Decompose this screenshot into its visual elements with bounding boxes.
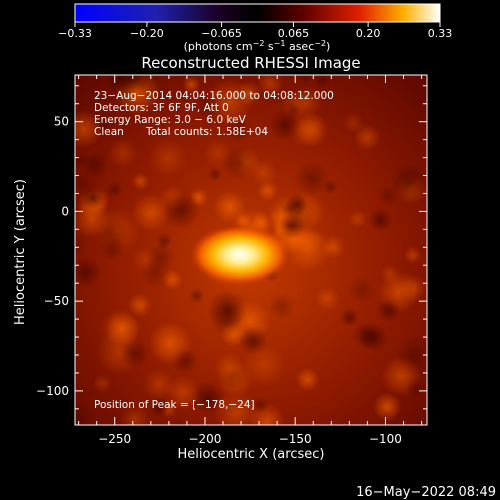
texture-dark <box>105 75 139 97</box>
texture-bright <box>348 209 367 229</box>
texture-bright <box>353 123 381 151</box>
texture-dark <box>195 92 223 121</box>
texture-dark <box>395 335 427 374</box>
texture-dark <box>220 364 247 391</box>
texture-dark <box>162 191 200 229</box>
colorbar-tick-label: −0.20 <box>130 27 164 40</box>
colorbar <box>74 3 441 23</box>
texture-bright <box>119 404 151 425</box>
texture-bright <box>182 75 201 94</box>
texture-dark <box>339 307 360 328</box>
texture-dark <box>75 402 92 425</box>
energy-range-text: Energy Range: 3.0 − 6.0 keV <box>94 114 247 126</box>
texture-bright <box>132 172 150 190</box>
total-counts-text: Total counts: 1.58E+04 <box>145 126 268 138</box>
footer-timestamp: 16−May−2022 08:49 <box>356 485 496 500</box>
texture-dark <box>191 381 225 415</box>
texture-dark <box>224 116 252 144</box>
texture-dark <box>156 232 173 250</box>
texture-dark <box>405 377 426 398</box>
texture-bright <box>107 138 139 169</box>
y-tick-label: −100 <box>36 384 69 398</box>
texture-dark <box>75 232 89 259</box>
chart-title: Reconstructed RHESSI Image <box>141 54 360 72</box>
texture-bright <box>128 293 152 317</box>
texture-dark <box>377 185 398 206</box>
colorbar-ticks: −0.33 −0.20 −0.065 0.065 0.20 0.33 <box>58 22 452 40</box>
texture-dark <box>376 298 401 322</box>
texture-bright <box>250 159 278 187</box>
texture-dark <box>314 75 332 89</box>
texture-bright <box>315 286 340 312</box>
x-tick-label: −250 <box>98 432 131 446</box>
texture-bright <box>321 235 345 259</box>
texture-dark <box>171 417 186 425</box>
method-text: Clean <box>94 126 124 138</box>
texture-dark <box>188 287 205 304</box>
colorbar-tick-label: −0.065 <box>201 27 242 40</box>
texture-bright <box>104 310 140 346</box>
colorbar-tick-label: −0.33 <box>58 27 92 40</box>
y-axis-label: Heliocentric Y (arcsec) <box>13 179 28 325</box>
texture-dark <box>268 109 301 142</box>
heatmap-image <box>75 75 427 425</box>
texture-bright <box>75 109 103 149</box>
texture-bright <box>295 367 320 392</box>
texture-dark <box>208 303 243 338</box>
peak-position-text: Position of Peak = [−178,−24] <box>94 399 255 411</box>
axis-ticks: −250 −200 −150 −100 50 0 −50 −100 <box>36 75 427 446</box>
x-tick-label: −150 <box>279 432 312 446</box>
time-range-text: 23−Aug−2014 04:04:16.000 to 04:08:12.000 <box>94 90 334 102</box>
texture-bright <box>404 246 422 264</box>
y-tick-label: −50 <box>44 294 69 308</box>
texture-bright <box>148 137 188 178</box>
colorbar-units: (photons cm−2 s−1 asec−2) <box>184 39 331 53</box>
texture-dark <box>139 258 170 288</box>
texture-bright <box>92 374 112 393</box>
texture-bright <box>373 392 402 421</box>
texture-bright <box>164 375 201 411</box>
texture-dark <box>149 396 170 418</box>
texture-dark <box>81 151 109 179</box>
texture-dark <box>75 256 102 289</box>
x-axis-label: Heliocentric X (arcsec) <box>178 447 325 462</box>
texture-dark <box>171 347 198 374</box>
x-tick-label: −200 <box>188 432 221 446</box>
texture-dark <box>368 207 393 232</box>
x-tick-label: −100 <box>369 432 402 446</box>
texture-dark <box>94 216 129 251</box>
detectors-text: Detectors: 3F 6F 9F, Att 0 <box>94 102 229 114</box>
texture-dark <box>347 275 376 305</box>
texture-dark <box>298 75 313 85</box>
texture-dark <box>280 195 316 232</box>
texture-dark <box>390 162 427 200</box>
y-tick-label: 0 <box>61 204 69 218</box>
texture-dark <box>221 145 256 181</box>
y-tick-label: 50 <box>54 115 69 129</box>
texture-dark <box>359 323 389 353</box>
texture-dark <box>94 116 113 135</box>
plot-frame <box>74 74 428 426</box>
texture-dark <box>294 161 330 196</box>
texture-bright <box>257 75 284 97</box>
texture-dark <box>207 167 222 182</box>
texture-bright <box>400 274 427 302</box>
texture-dark <box>238 325 268 356</box>
texture-bright <box>214 391 259 425</box>
texture-dark <box>268 292 295 320</box>
texture-dark <box>252 396 270 414</box>
colorbar-tick-label: 0.20 <box>356 27 381 40</box>
colorbar-tick-label: 0.065 <box>278 27 310 40</box>
colorbar-tick-label: 0.33 <box>428 27 453 40</box>
texture-dark <box>106 181 123 199</box>
texture-dark <box>120 339 150 369</box>
annotations: 23−Aug−2014 04:04:16.000 to 04:08:12.000… <box>94 90 334 411</box>
